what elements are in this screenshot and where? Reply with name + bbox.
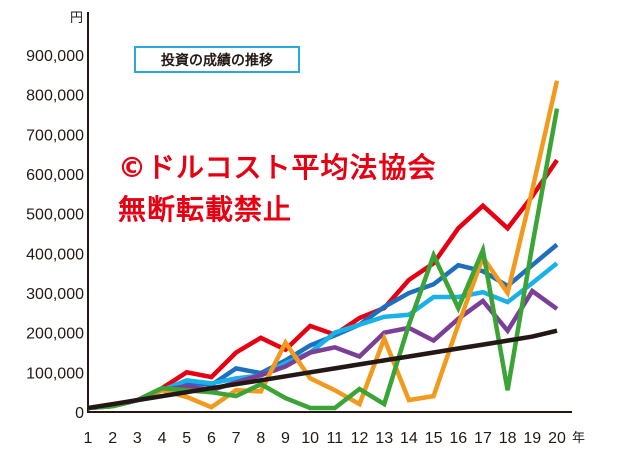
y-tick-label: 300,000 — [26, 286, 84, 303]
y-tick-labels: 0 100,000 200,000 300,000 400,000 500,000 600,… — [26, 48, 84, 422]
x-tick-label: 15 — [425, 430, 443, 447]
y-tick-label: 200,000 — [26, 326, 84, 343]
x-unit-label: 年 — [572, 431, 585, 446]
x-tick-label: 10 — [301, 430, 319, 447]
y-tick-label: 800,000 — [26, 88, 84, 105]
x-tick-label: 14 — [400, 430, 418, 447]
y-tick-label: 900,000 — [26, 48, 84, 65]
watermark-no-reproduction: 無断転載禁止 — [118, 193, 293, 226]
x-tick-label: 3 — [133, 430, 142, 447]
x-tick-label: 6 — [207, 430, 216, 447]
series-line-5 — [87, 80, 560, 411]
series-line-1 — [87, 158, 559, 411]
y-tick-label: 700,000 — [26, 127, 84, 144]
x-tick-labels: 1 2 3 4 5 6 7 8 9 10 11 12 13 14 15 16 17 18 19 20 — [84, 430, 566, 447]
y-tick-label: 100,000 — [26, 365, 84, 382]
x-tick-label: 9 — [281, 430, 290, 447]
x-tick-label: 16 — [449, 430, 467, 447]
x-tick-label: 19 — [523, 430, 541, 447]
x-tick-label: 1 — [84, 430, 93, 447]
x-tick-label: 2 — [108, 430, 117, 447]
x-tick-label: 12 — [351, 430, 369, 447]
watermark-copyright: ©ドルコスト平均法協会 — [118, 151, 437, 184]
y-tick-label: 0 — [75, 405, 84, 422]
x-tick-label: 4 — [158, 430, 167, 447]
y-unit-label: 円 — [70, 11, 83, 26]
y-tick-label: 600,000 — [26, 167, 84, 184]
series-line-7 — [87, 328, 558, 411]
x-tick-label: 8 — [256, 430, 265, 447]
x-tick-label: 7 — [232, 430, 241, 447]
x-tick-label: 5 — [182, 430, 191, 447]
y-tick-label: 500,000 — [26, 207, 84, 224]
x-tick-label: 18 — [499, 430, 517, 447]
series-lines — [87, 80, 560, 411]
y-tick-label: 400,000 — [26, 246, 84, 263]
series-line-6 — [87, 108, 560, 411]
x-tick-label: 13 — [375, 430, 393, 447]
x-tick-label: 11 — [327, 430, 344, 447]
x-tick-label: 20 — [548, 430, 566, 447]
x-tick-label: 17 — [474, 430, 492, 447]
chart-title: 投資の成績の推移 — [134, 46, 300, 73]
